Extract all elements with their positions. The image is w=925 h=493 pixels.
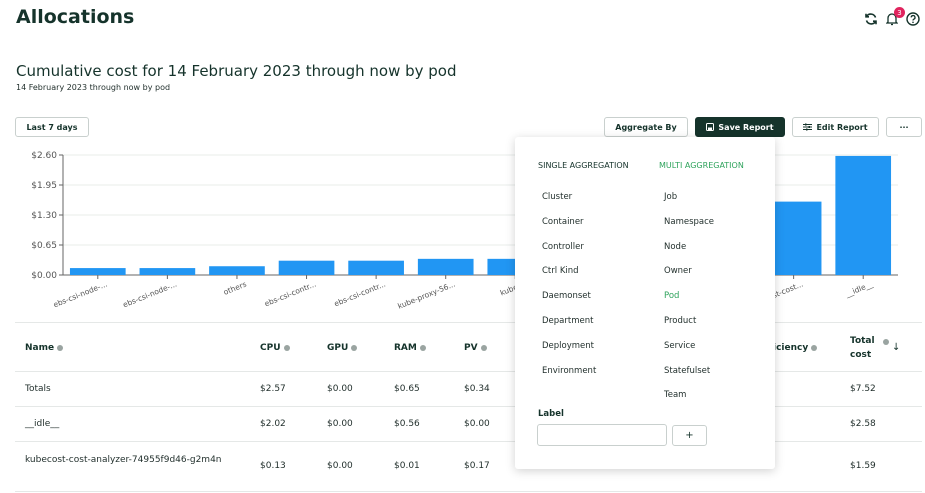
aggregate-option-deployment[interactable]: Deployment: [542, 340, 594, 351]
bar[interactable]: [417, 258, 474, 275]
cell-pv: $0.34: [464, 384, 490, 394]
x-tick-label: ebs-csi-contr...: [333, 280, 387, 309]
aggregate-by-button[interactable]: Aggregate By: [604, 117, 688, 137]
x-tick-label: ebs-csi-contr...: [263, 280, 317, 309]
table-row[interactable]: kubecost-cost-analyzer-74955f9d46-g2m4n …: [15, 442, 922, 492]
tab-single-aggregation[interactable]: SINGLE AGGREGATION: [538, 161, 629, 170]
bar[interactable]: [139, 268, 196, 275]
column-ram[interactable]: RAM: [394, 343, 426, 353]
aggregate-option-environment[interactable]: Environment: [542, 365, 597, 376]
column-total-cost[interactable]: Total cost ↓: [850, 336, 901, 360]
sort-descending-icon[interactable]: ↓: [892, 342, 901, 353]
cell-cpu: $2.57: [260, 384, 286, 394]
aggregate-option-ctrl-kind[interactable]: Ctrl Kind: [542, 266, 579, 277]
help-icon[interactable]: [904, 10, 922, 28]
edit-report-button[interactable]: Edit Report: [792, 117, 879, 137]
aggregate-by-popup: SINGLE AGGREGATION MULTI AGGREGATION Clu…: [515, 137, 775, 469]
cell-cpu: $0.13: [260, 461, 286, 471]
notification-badge: 3: [894, 7, 905, 18]
edit-report-label: Edit Report: [816, 122, 868, 132]
y-tick-label: $0.00: [31, 271, 57, 281]
save-icon: [706, 123, 715, 131]
refresh-icon[interactable]: [862, 10, 880, 28]
info-icon: [811, 345, 818, 351]
bar[interactable]: [69, 268, 126, 275]
x-tick-label: ebs-csi-node-...: [52, 280, 109, 310]
aggregate-option-pod[interactable]: Pod: [664, 291, 680, 302]
more-options-button[interactable]: ···: [886, 117, 922, 137]
column-pv[interactable]: PV: [464, 343, 487, 353]
y-tick-label: $1.95: [31, 181, 57, 191]
cell-name: __idle__: [25, 419, 60, 429]
aggregate-option-job[interactable]: Job: [664, 192, 678, 202]
cell-gpu: $0.00: [327, 384, 353, 394]
info-icon: [351, 345, 358, 351]
cell-name: kubecost-cost-analyzer-74955f9d46-g2m4n: [25, 455, 222, 465]
sliders-icon: [803, 123, 813, 131]
y-tick-label: $2.60: [31, 151, 57, 161]
cell-ram: $0.56: [394, 419, 420, 429]
aggregate-option-namespace[interactable]: Namespace: [664, 216, 715, 227]
column-gpu[interactable]: GPU: [327, 343, 358, 353]
bar[interactable]: [835, 155, 892, 275]
aggregate-option-product[interactable]: Product: [664, 316, 697, 326]
aggregate-option-owner[interactable]: Owner: [664, 266, 692, 277]
aggregate-option-statefulset[interactable]: Statefulset: [664, 365, 711, 376]
report-title: Cumulative cost for 14 February 2023 thr…: [16, 62, 457, 80]
report-subtitle: 14 February 2023 through now by pod: [16, 83, 171, 92]
cell-pv: $0.17: [464, 461, 490, 471]
aggregate-option-node[interactable]: Node: [664, 241, 687, 252]
cell-name: Totals: [25, 384, 51, 394]
column-efficiency[interactable]: iciency: [773, 343, 818, 353]
x-tick-label: others: [222, 279, 248, 296]
aggregate-option-service[interactable]: Service: [664, 340, 696, 351]
aggregate-option-controller[interactable]: Controller: [542, 241, 584, 252]
aggregate-option-cluster[interactable]: Cluster: [542, 192, 573, 202]
cell-ram: $0.65: [394, 384, 420, 394]
cell-total: $1.59: [850, 461, 876, 471]
info-icon: [419, 345, 426, 351]
label-input[interactable]: [537, 424, 667, 446]
bar[interactable]: [348, 260, 404, 275]
cell-total: $2.58: [850, 419, 876, 429]
bar[interactable]: [278, 260, 335, 275]
bar[interactable]: [765, 201, 822, 275]
cell-gpu: $0.00: [327, 461, 353, 471]
cell-cpu: $2.02: [260, 419, 286, 429]
y-tick-label: $1.30: [31, 211, 57, 221]
aggregate-option-container[interactable]: Container: [542, 216, 584, 227]
info-icon: [283, 345, 290, 351]
save-report-button[interactable]: Save Report: [695, 117, 785, 137]
date-range-button[interactable]: Last 7 days: [15, 117, 89, 137]
table-header: Name CPU GPU RAM PV iciency Total cost ↓: [15, 322, 922, 372]
x-tick-label: __idle__: [843, 279, 874, 299]
tab-multi-aggregation[interactable]: MULTI AGGREGATION: [659, 161, 744, 170]
table-row[interactable]: __idle__ $2.02 $0.00 $0.56 $0.00 $2.58: [15, 407, 922, 442]
info-icon: [883, 339, 889, 345]
cell-total: $7.52: [850, 384, 876, 394]
cell-pv: $0.00: [464, 419, 490, 429]
add-label-button[interactable]: +: [672, 425, 707, 446]
label-heading: Label: [538, 409, 564, 419]
info-icon: [480, 345, 487, 351]
cell-gpu: $0.00: [327, 419, 353, 429]
x-tick-label: ebs-csi-node-...: [122, 280, 179, 310]
aggregate-option-department[interactable]: Department: [542, 316, 594, 326]
x-tick-label: kube-proxy-56...: [396, 280, 456, 311]
cost-bar-chart: $0.00 $0.65 $1.30 $1.95 $2.60 ebs-csi-node-..…: [31, 151, 898, 311]
page-title: Allocations: [16, 6, 135, 28]
aggregate-option-daemonset[interactable]: Daemonset: [542, 291, 591, 302]
y-tick-label: $0.65: [31, 241, 57, 251]
cell-ram: $0.01: [394, 461, 420, 471]
info-icon: [57, 345, 64, 351]
bar[interactable]: [209, 266, 265, 275]
column-cpu[interactable]: CPU: [260, 343, 290, 353]
save-report-label: Save Report: [718, 122, 774, 132]
column-name[interactable]: Name: [25, 343, 64, 353]
table-row[interactable]: Totals $2.57 $0.00 $0.65 $0.34 $7.52: [15, 372, 922, 407]
aggregate-option-team[interactable]: Team: [664, 390, 687, 401]
